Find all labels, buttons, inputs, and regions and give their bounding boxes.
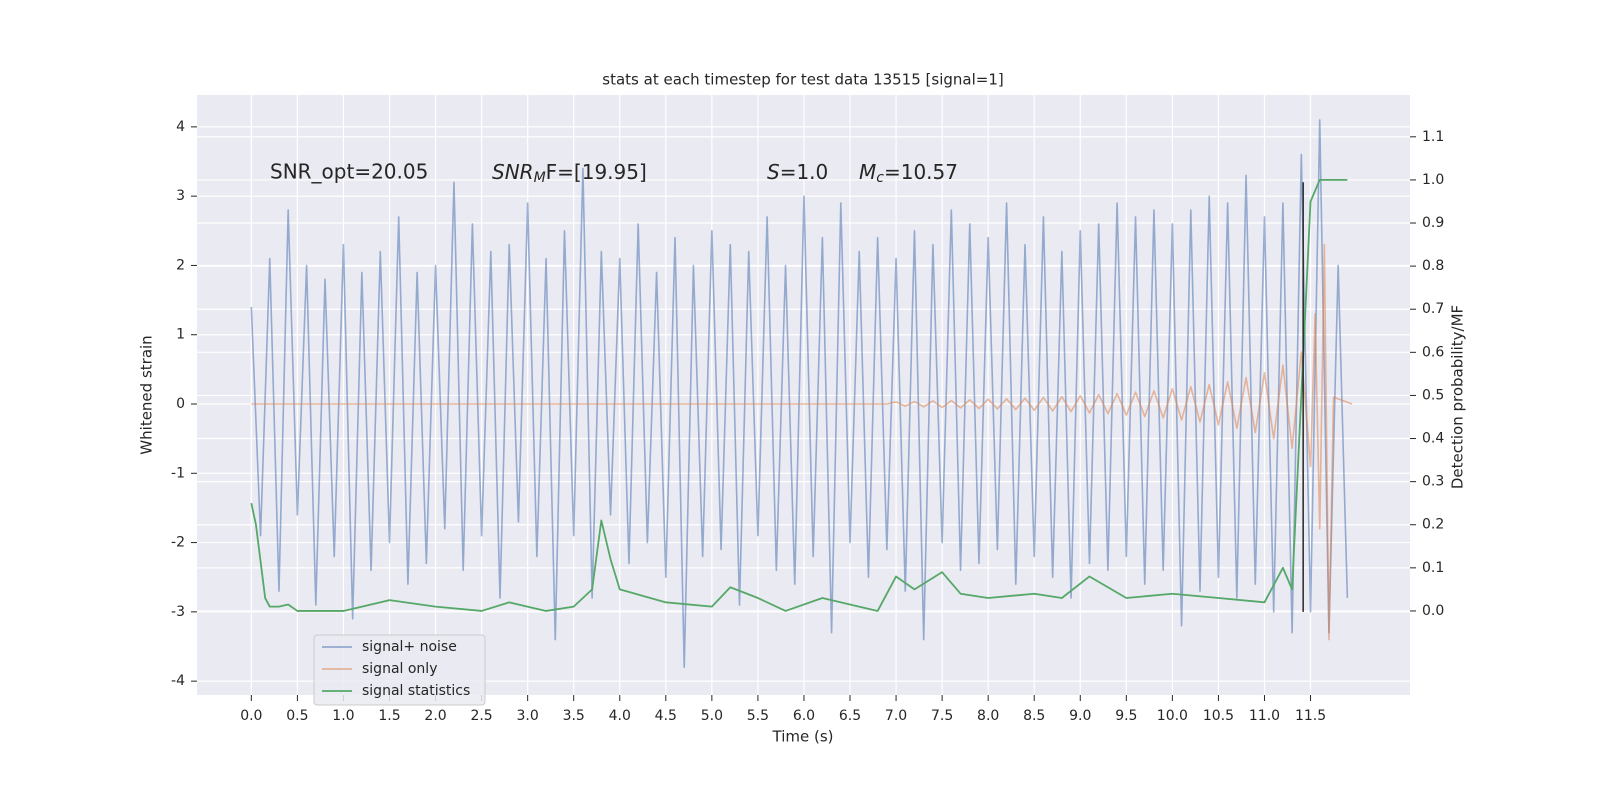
annotation-part: SNR [492, 160, 534, 184]
x-tick-label: 9.5 [1115, 708, 1137, 724]
y2-tick-label: 1.1 [1422, 129, 1444, 145]
legend-label: signal+ noise [362, 639, 457, 655]
x-tick-label: 3.5 [563, 708, 585, 724]
series-line [251, 243, 1353, 641]
legend-label: signal only [362, 661, 437, 677]
x-tick-label: 11.0 [1249, 708, 1280, 724]
x-tick-label: 7.0 [885, 708, 907, 724]
chart-title: stats at each timestep for test data 135… [602, 71, 1003, 89]
x-tick-label: 1.0 [332, 708, 354, 724]
y2-tick-label: 0.2 [1422, 517, 1444, 533]
x-axis-label: Time (s) [772, 728, 834, 746]
legend-box [313, 634, 486, 706]
y2-axis-label: Detection probability/MF [1449, 305, 1467, 489]
x-tick-label: 6.5 [839, 708, 861, 724]
x-tick-label: 11.5 [1295, 708, 1326, 724]
y-tick-label: 4 [176, 119, 185, 135]
annotation-part: M [859, 160, 876, 184]
y2-tick-label: 0.9 [1422, 215, 1444, 231]
annotation-part: S [767, 160, 780, 184]
x-tick-label: 3.0 [517, 708, 539, 724]
series-line [250, 119, 1349, 669]
annotation-part: =10.57 [884, 160, 958, 184]
x-tick-label: 6.0 [793, 708, 815, 724]
y2-tick-label: 0.0 [1422, 603, 1444, 619]
y-tick-label: -2 [171, 535, 185, 551]
x-tick-label: 0.0 [240, 708, 262, 724]
x-tick-label: 4.5 [655, 708, 677, 724]
x-tick-label: 10.5 [1203, 708, 1234, 724]
annotation-part: =1.0 [780, 160, 829, 184]
annotation: SNR_opt=20.05 [270, 160, 428, 184]
y2-tick-label: 0.5 [1422, 387, 1444, 403]
series-line [250, 179, 1348, 612]
x-tick-label: 8.5 [1023, 708, 1045, 724]
x-tick-label: 5.5 [747, 708, 769, 724]
y2-tick-label: 0.3 [1422, 474, 1444, 490]
x-tick-label: 9.0 [1069, 708, 1091, 724]
y-tick-label: -4 [171, 673, 185, 689]
annotation: Mc=10.57 [859, 160, 958, 187]
y-tick-label: 0 [176, 396, 185, 412]
x-tick-label: 2.5 [470, 708, 492, 724]
y2-tick-label: 0.8 [1422, 258, 1444, 274]
x-tick-label: 7.5 [931, 708, 953, 724]
legend-label: signal statistics [362, 683, 470, 699]
y-tick-label: 2 [176, 257, 185, 273]
annotation: SNRMF=[19.95] [492, 160, 647, 187]
y-tick-label: -3 [171, 604, 185, 620]
y-axis-label: Whitened strain [138, 335, 156, 454]
annotation-part: M [534, 170, 546, 186]
y-tick-label: 1 [176, 327, 185, 343]
annotation: S=1.0 [767, 160, 828, 184]
y2-tick-label: 0.7 [1422, 301, 1444, 317]
y2-tick-label: 0.4 [1422, 431, 1444, 447]
x-tick-label: 10.0 [1157, 708, 1188, 724]
y-tick-label: -1 [171, 465, 185, 481]
x-tick-label: 2.0 [424, 708, 446, 724]
y2-tick-label: 0.6 [1422, 344, 1444, 360]
annotation-part: c [876, 170, 884, 186]
annotation-part: F=[19.95] [546, 160, 647, 184]
y2-tick-label: 0.1 [1422, 560, 1444, 576]
y2-tick-label: 1.0 [1422, 172, 1444, 188]
x-tick-label: 5.0 [701, 708, 723, 724]
y-tick-label: 3 [176, 188, 185, 204]
x-tick-label: 0.5 [286, 708, 308, 724]
x-tick-label: 1.5 [378, 708, 400, 724]
x-tick-label: 4.0 [609, 708, 631, 724]
x-tick-label: 8.0 [977, 708, 999, 724]
